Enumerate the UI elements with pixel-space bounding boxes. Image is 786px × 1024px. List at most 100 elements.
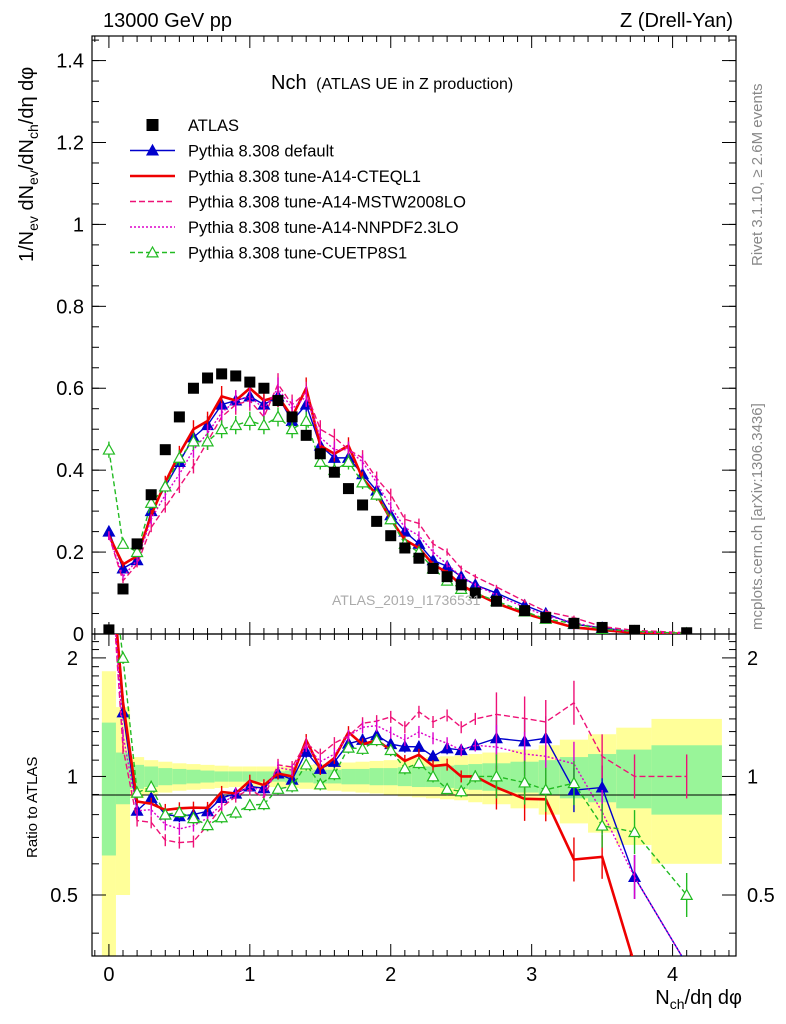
x-axis-label: Nch/dη dφ [655,987,742,1012]
side-mcplots-label: mcplots.cern.ch [arXiv:1306.3436] [749,403,766,630]
series-3-line [108,387,687,634]
ratio-band-green [228,771,243,782]
atlas-point [413,552,425,564]
series-4-ratio-point [356,742,370,754]
series-4-point [384,512,398,525]
series-4-point [130,545,144,558]
atlas-point [490,595,502,607]
series-4-ratio-point [158,807,172,820]
ratio-band-green [172,768,187,785]
ratio-band-green [200,770,215,783]
series-4-ratio-point [628,825,642,838]
atlas-point [230,370,242,382]
series-4-point [116,537,130,549]
ratio-band-green [538,760,560,795]
ratio-band-green [383,768,398,786]
atlas-point [272,395,284,407]
series-4-ratio-point [595,818,609,831]
series-4-ratio-point [384,743,398,756]
main-y-tick-label: 0.6 [56,378,84,400]
series-4-ratio-line [119,634,688,896]
series-4-point [257,418,271,431]
series-4-ratio-point [341,740,355,753]
plot-title-sub: (ATLAS UE in Z production) [316,76,513,93]
series-4-ratio-point [299,757,313,770]
ratio-band-green [186,769,201,784]
atlas-point [681,627,693,634]
series-4-ratio-point [271,782,285,794]
ratio-band-green [158,768,173,786]
series-4-ratio-point [454,784,468,797]
series-4-ratio-point [518,775,532,788]
series-4-point [201,434,215,447]
ratio-y-tick-label-right: 0.5 [747,885,775,907]
atlas-point [216,368,228,380]
atlas-point [371,515,383,527]
side-rivet-label: Rivet 3.1.10, ≥ 2.6M events [749,84,766,267]
series-4-point [299,414,313,427]
x-tick-label: 1 [244,964,255,986]
atlas-point [314,448,326,460]
axis-ticks: 0 1 2 3 4 0 0.2 0.4 0.6 0.8 1 1.2 1.4 0.5 0.5 1 1 2 2 [50,36,775,986]
header-right: Z (Drell-Yan) [620,10,733,32]
series-4-ratio-point [130,786,144,798]
legend-label-1: Pythia 8.308 default [188,143,334,161]
series-4-point [229,418,243,431]
ratio-y-tick-label: 0.5 [50,885,78,907]
series-4-ratio-point [539,783,553,795]
series-4-ratio-point [201,818,215,831]
ratio-band-green [101,722,116,856]
series-4-ratio-point [116,651,130,663]
series-4-ratio-point [489,769,503,782]
series-4-ratio-point [327,767,341,780]
series-4-point [271,410,285,422]
series-4-ratio-point [426,769,440,782]
series-4-ratio-point [412,756,426,769]
series-4-ratio-point [398,761,412,774]
main-y-tick-label: 0 [73,624,84,646]
atlas-point [540,612,552,624]
atlas-point [519,605,531,617]
series-4-point [285,422,299,435]
ratio-y-tick-label: 1 [67,766,78,788]
atlas-point [173,411,185,423]
series-4-point [341,455,355,467]
series-4-point [215,422,229,435]
series-4-ratio-point [313,777,327,790]
series-4-point [102,442,116,455]
plot-title: Nch (ATLAS UE in Z production) [271,72,513,94]
series-4-ratio-point [680,888,694,900]
ratio-band-green [616,749,652,809]
legend-label-2: Pythia 8.308 tune-A14-CTEQL1 [188,168,421,186]
legend-marker-atlas [146,119,159,131]
ratio-band-green [256,771,271,782]
ratio-band-green [369,768,384,786]
atlas-point [286,411,298,423]
atlas-point [596,621,608,633]
series-4-ratio-point [172,805,186,818]
series-4-point [243,414,257,427]
ratio-y-tick-label-right: 1 [747,766,758,788]
ratio-band-green [214,771,229,782]
series-0-ratio-point [426,749,440,762]
ratio-y-tick-label-right: 2 [747,648,758,670]
series-3-ratio-line [115,634,683,956]
main-y-axis-label: 1/Nev dNev/dNch/dη dφ [16,67,41,262]
atlas-point [399,542,411,554]
atlas-point [357,499,369,511]
legend-label-4: Pythia 8.308 tune-A14-NNPDF2.3LO [188,219,459,237]
main-y-tick-label: 0.2 [56,542,84,564]
legend-label-5: Pythia 8.308 tune-CUETP8S1 [188,245,407,263]
atlas-point [145,489,157,501]
atlas-point [427,562,439,574]
atlas-point [117,583,129,595]
series-4-point [370,488,384,500]
ratio-series [114,634,694,956]
ratio-band-green [144,766,159,788]
plot-title-main: Nch [271,72,307,94]
x-tick-label: 0 [103,964,114,986]
legend-marker-0 [145,143,160,156]
main-y-tick-label: 1.2 [56,132,84,154]
series-4-point [158,479,172,492]
